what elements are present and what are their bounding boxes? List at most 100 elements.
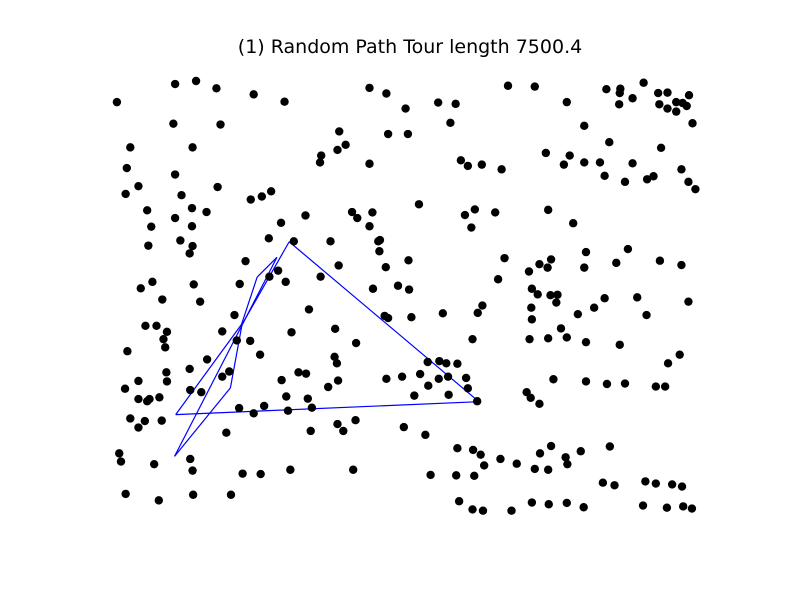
city-point (134, 394, 143, 404)
city-point (381, 262, 390, 272)
city-point (234, 403, 244, 413)
city-point (576, 447, 585, 456)
city-point (546, 255, 556, 264)
city-point (662, 503, 672, 512)
city-point (330, 324, 340, 334)
city-point (453, 359, 462, 368)
city-point (615, 88, 624, 98)
city-point (122, 163, 132, 173)
city-point (456, 156, 466, 165)
city-point (399, 422, 409, 432)
city-point (559, 160, 569, 169)
city-point (424, 381, 433, 390)
city-point (562, 97, 571, 107)
city-point (277, 375, 286, 385)
city-point (663, 88, 672, 97)
city-point (565, 151, 574, 160)
city-point (615, 340, 624, 349)
city-point (423, 357, 432, 367)
city-point (316, 272, 325, 281)
city-point (463, 161, 473, 171)
city-point (349, 465, 358, 474)
city-point (478, 506, 488, 515)
city-point (301, 211, 310, 220)
city-point (382, 374, 391, 384)
city-point (535, 259, 544, 269)
city-point (307, 403, 317, 412)
city-point (568, 219, 578, 228)
city-point (112, 97, 122, 107)
city-point (136, 284, 145, 293)
city-point (256, 469, 265, 479)
city-point (404, 256, 413, 265)
city-point (543, 263, 552, 272)
city-point (134, 376, 143, 386)
city-point (526, 393, 535, 402)
city-point (213, 182, 222, 192)
city-point (687, 504, 697, 513)
city-point (580, 158, 589, 167)
city-point (186, 454, 195, 464)
city-point (315, 158, 325, 167)
city-point (563, 459, 572, 469)
city-point (226, 490, 236, 499)
city-point (126, 143, 135, 152)
city-point (186, 385, 195, 395)
city-point (543, 465, 553, 474)
city-point (451, 99, 460, 109)
city-point (282, 392, 291, 401)
city-point (332, 359, 342, 368)
city-point (197, 387, 206, 397)
city-point (544, 500, 553, 509)
city-point (477, 160, 487, 169)
city-point (218, 372, 227, 381)
city-point (581, 377, 591, 386)
city-point (500, 253, 509, 263)
city-point (651, 382, 661, 391)
city-point (589, 303, 599, 312)
city-point (158, 295, 167, 304)
city-point (134, 423, 143, 432)
city-point (512, 459, 521, 468)
city-point (444, 390, 453, 399)
city-point (546, 441, 556, 451)
city-point (461, 373, 471, 383)
city-point (339, 426, 348, 436)
city-point (115, 449, 124, 458)
city-point (527, 498, 537, 507)
city-point (323, 382, 333, 392)
city-point (491, 208, 500, 217)
city-point (326, 237, 335, 246)
city-point (177, 191, 186, 200)
city-point (120, 384, 130, 393)
city-point (677, 482, 687, 491)
city-point (202, 355, 212, 364)
city-point (614, 100, 624, 109)
city-point (283, 406, 293, 415)
city-point (280, 97, 289, 106)
city-point (375, 247, 384, 256)
city-point (543, 334, 553, 343)
city-point (468, 445, 478, 455)
city-point (675, 350, 684, 359)
city-point (561, 453, 570, 462)
city-point (580, 121, 589, 131)
tour-segment (240, 276, 258, 325)
city-point (530, 82, 539, 91)
city-point (162, 377, 172, 386)
city-point (660, 382, 670, 391)
tour-segment (229, 324, 243, 388)
city-point (426, 470, 435, 480)
city-point (123, 347, 132, 356)
city-point (655, 100, 664, 109)
city-point (620, 379, 630, 388)
city-point (573, 309, 583, 319)
city-point (684, 177, 693, 187)
city-point (410, 391, 419, 400)
city-point (140, 416, 150, 426)
city-point (476, 450, 485, 459)
city-point (159, 334, 168, 344)
city-point (612, 258, 621, 268)
city-point (382, 89, 391, 98)
city-point (663, 359, 673, 368)
